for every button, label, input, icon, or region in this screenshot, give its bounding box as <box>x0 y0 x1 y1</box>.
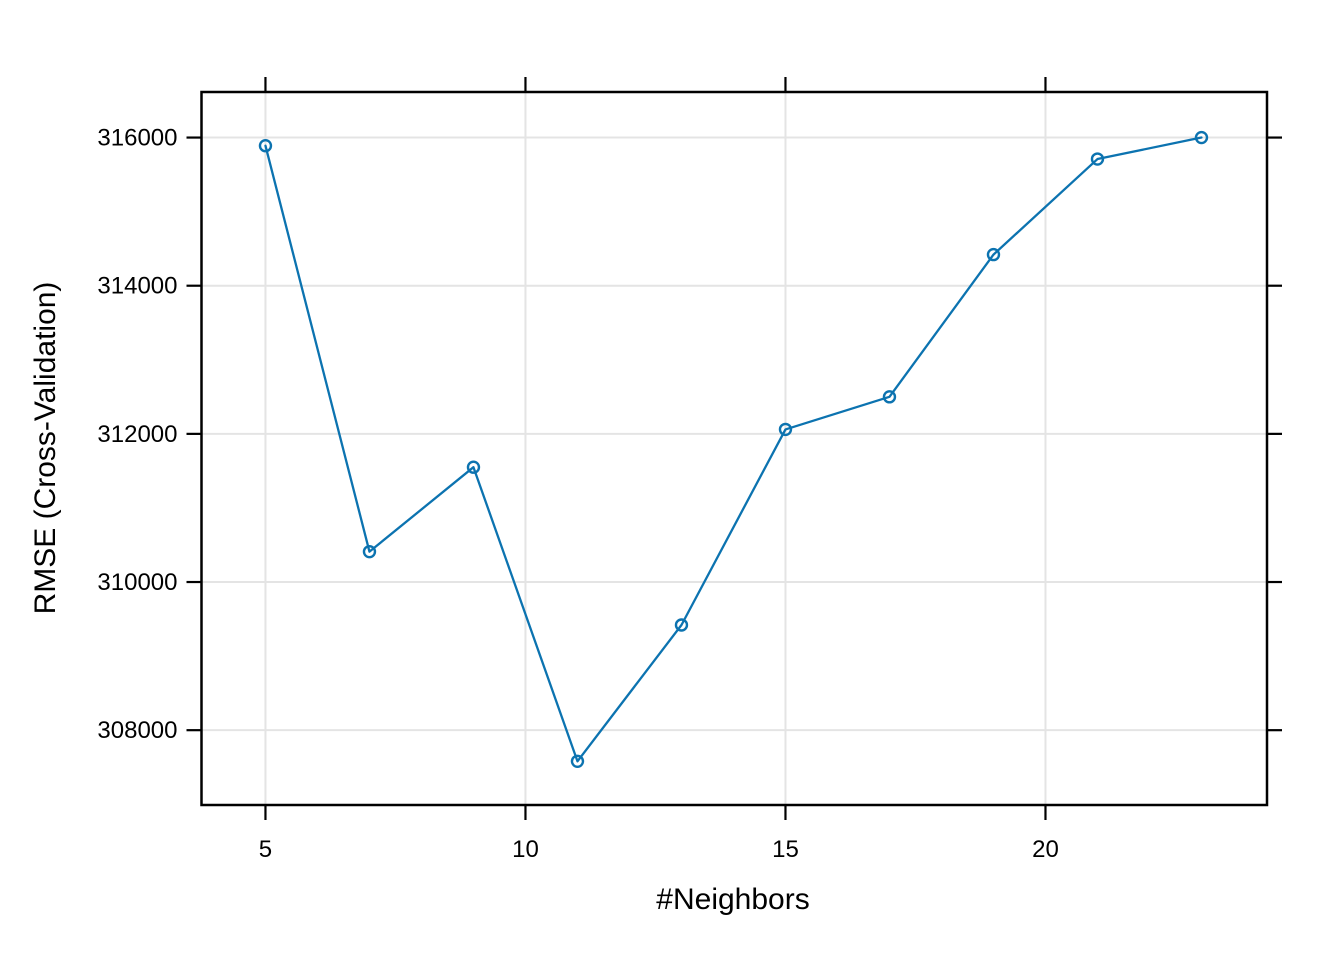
y-tick-label: 316000 <box>97 125 177 152</box>
data-point-marker <box>570 754 585 768</box>
data-point-marker <box>258 139 273 153</box>
x-tick-label: 5 <box>259 836 272 863</box>
data-point-marker <box>882 390 897 404</box>
x-tick-label: 15 <box>772 836 799 863</box>
x-tick-label: 10 <box>512 836 539 863</box>
data-point-marker <box>1090 152 1105 166</box>
y-axis-title: RMSE (Cross-Validation) <box>29 281 62 615</box>
data-point-marker <box>1194 130 1209 145</box>
x-axis-title: #Neighbors <box>656 883 810 916</box>
data-point-marker <box>466 460 481 474</box>
y-tick-label: 308000 <box>97 717 177 744</box>
y-tick-label: 310000 <box>97 569 177 596</box>
data-point-marker <box>986 247 1001 262</box>
data-point-marker <box>674 618 689 632</box>
data-point-marker <box>362 544 377 559</box>
y-tick-label: 314000 <box>97 273 177 300</box>
y-tick-label: 312000 <box>97 421 177 448</box>
data-point-marker <box>778 422 793 437</box>
series-line <box>264 136 1203 763</box>
x-tick-label: 20 <box>1032 836 1059 863</box>
plot-border <box>200 90 1269 807</box>
